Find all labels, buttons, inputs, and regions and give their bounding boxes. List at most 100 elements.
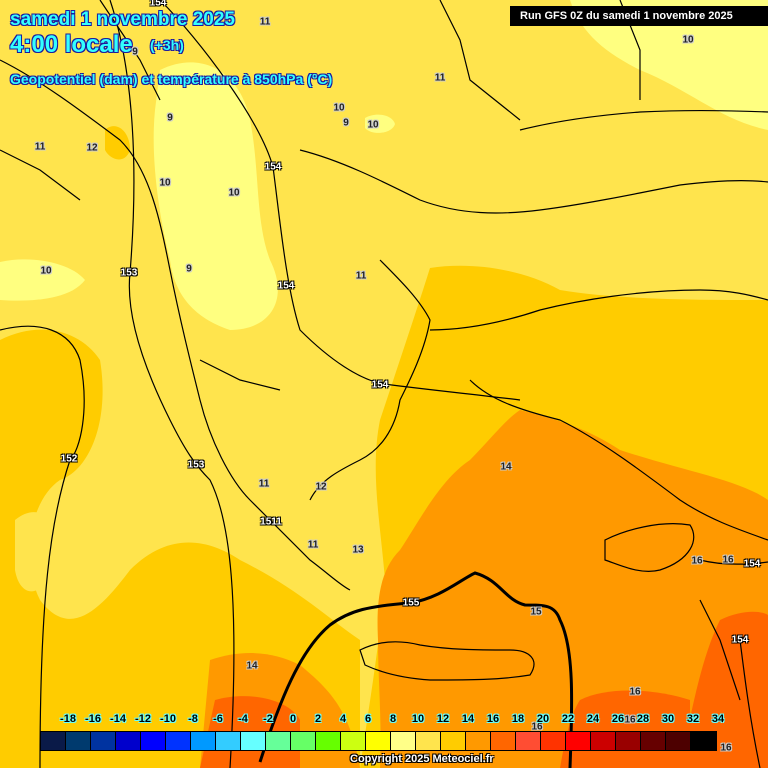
contour-label: 14: [246, 660, 258, 672]
temp-zone-10: [153, 62, 278, 330]
legend-swatch: [166, 732, 191, 750]
contour-label: 154: [371, 379, 389, 391]
contour-label: 13: [352, 544, 364, 556]
legend-tick-label: -10: [160, 713, 176, 725]
temp-zone-16: [377, 410, 768, 768]
temp-zone-12-island: [15, 512, 56, 592]
legend-tick-label: 22: [561, 713, 575, 725]
contour-label: 10: [333, 102, 345, 114]
contour-label: 9: [167, 112, 173, 124]
contour-label: 16: [722, 554, 734, 566]
legend-tick-label: -8: [188, 713, 198, 725]
legend-swatch: [141, 732, 166, 750]
contour-label: 1511: [260, 516, 282, 528]
legend-tick-label: 20: [536, 713, 550, 725]
legend-tick-label: 14: [461, 713, 475, 725]
contour-label: 154: [149, 0, 167, 9]
legend-tick-label: 24: [586, 713, 600, 725]
legend-swatch: [91, 732, 116, 750]
contour-label: 12: [86, 142, 98, 154]
legend-swatch: [516, 732, 541, 750]
forecast-date: samedi 1 novembre 2025: [10, 9, 235, 30]
contour-label: 9: [186, 263, 192, 275]
legend-swatch: [616, 732, 641, 750]
legend-tick-label: -2: [263, 713, 273, 725]
temperature-legend: [40, 731, 717, 751]
temp-zone-10: [365, 114, 395, 133]
copyright: Copyright 2025 Meteociel.fr: [350, 753, 494, 765]
legend-tick-label: 8: [389, 713, 397, 725]
legend-swatch: [341, 732, 366, 750]
contour-label: 154: [731, 634, 749, 646]
legend-tick-label: 4: [339, 713, 347, 725]
legend-tick-label: -6: [213, 713, 223, 725]
contour-label: 16: [691, 555, 703, 567]
contour-label: 12: [315, 481, 327, 493]
temp-zone-10: [570, 0, 768, 130]
contour-label: 11: [355, 270, 367, 282]
legend-tick-label: 30: [661, 713, 675, 725]
contour-label: 153: [120, 267, 138, 279]
legend-swatch: [66, 732, 91, 750]
contour-label: 154: [264, 161, 282, 173]
legend-swatch: [366, 732, 391, 750]
legend-swatch: [316, 732, 341, 750]
contour-label: 10: [367, 119, 379, 131]
legend-swatch: [266, 732, 291, 750]
contour-label: 11: [258, 478, 270, 490]
contour-label: 16: [629, 686, 641, 698]
contour-label: 10: [40, 265, 52, 277]
contour-label: 16: [531, 721, 543, 733]
legend-swatch: [691, 732, 716, 750]
legend-tick-label: -16: [85, 713, 101, 725]
legend-tick-label: -14: [110, 713, 126, 725]
run-info: Run GFS 0Z du samedi 1 novembre 2025: [510, 6, 768, 26]
contour-label: 11: [259, 16, 271, 28]
temp-zone-18: [680, 611, 768, 768]
legend-swatch: [591, 732, 616, 750]
legend-tick-label: 6: [364, 713, 372, 725]
contour-label: 10: [682, 34, 694, 46]
legend-tick-label: 28: [636, 713, 650, 725]
contour-label: 16: [720, 742, 732, 754]
legend-swatch: [241, 732, 266, 750]
temp-zone-14: [105, 126, 130, 160]
contour-label: 10: [228, 187, 240, 199]
legend-swatch: [466, 732, 491, 750]
legend-tick-label: 2: [314, 713, 322, 725]
legend-tick-label: -4: [238, 713, 248, 725]
forecast-offset: (+3h): [150, 37, 184, 53]
legend-tick-label: 0: [289, 713, 297, 725]
legend-tick-label: 10: [411, 713, 425, 725]
legend-swatch: [116, 732, 141, 750]
legend-swatch: [541, 732, 566, 750]
legend-tick-label: -12: [135, 713, 151, 725]
temp-zone-10: [0, 259, 85, 301]
contour-label: 11: [34, 141, 46, 153]
contour-label: 16: [624, 714, 636, 726]
contour-label: 15: [530, 606, 542, 618]
legend-swatch: [641, 732, 666, 750]
contour-label: 11: [434, 72, 446, 84]
contour-152: [0, 325, 85, 768]
legend-tick-label: 16: [486, 713, 500, 725]
forecast-time: 4:00 locale: [10, 31, 133, 58]
contour-label: 9: [132, 46, 138, 58]
contour-153: [109, 0, 235, 768]
contour-label: 155: [402, 597, 420, 609]
legend-swatch: [566, 732, 591, 750]
legend-swatch: [441, 732, 466, 750]
contour-label: 154: [743, 558, 761, 570]
legend-tick-label: -18: [60, 713, 76, 725]
contour-label: 154: [277, 280, 295, 292]
legend-swatch: [666, 732, 691, 750]
contour-label: 11: [307, 539, 319, 551]
legend-swatch: [416, 732, 441, 750]
parameter-title: Geopotentiel (dam) et température à 850h…: [10, 71, 333, 87]
legend-swatch: [216, 732, 241, 750]
contour-155: [258, 571, 574, 768]
legend-swatch: [491, 732, 516, 750]
contour-label: 10: [159, 177, 171, 189]
legend-swatch: [41, 732, 66, 750]
